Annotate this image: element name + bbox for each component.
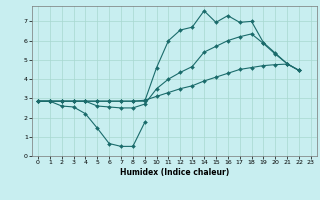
X-axis label: Humidex (Indice chaleur): Humidex (Indice chaleur) xyxy=(120,168,229,177)
